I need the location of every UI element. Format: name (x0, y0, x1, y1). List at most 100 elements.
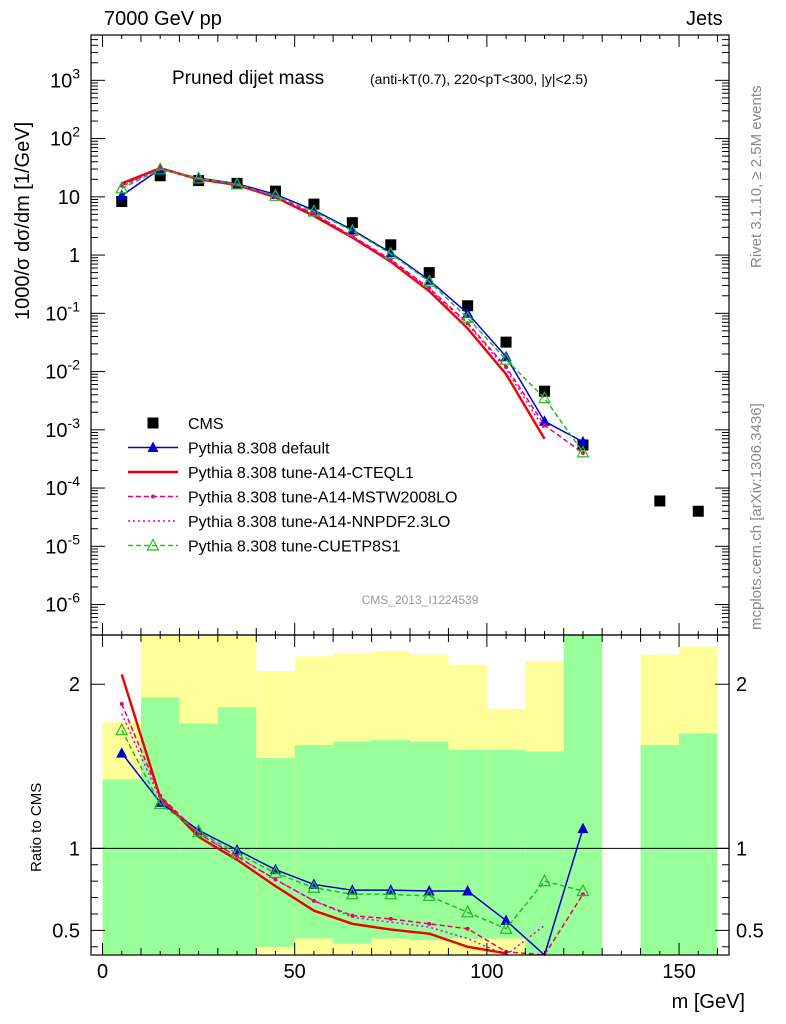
band-inner-bin (640, 744, 680, 955)
data-point-cuetp8s1 (192, 824, 206, 838)
chart-subtitle: (anti-kT(0.7), 220<pT<300, |y|<2.5) (370, 71, 588, 87)
data-point-default (116, 747, 128, 758)
legend-marker-data (147, 417, 159, 429)
data-point-default (577, 822, 589, 834)
data-point-cuetp8s1 (422, 888, 436, 902)
data-point-default (500, 914, 512, 926)
ratio-y-tick-label-right: 1 (736, 838, 747, 860)
data-point-data (654, 495, 666, 507)
series-line-default (121, 168, 584, 443)
band-inner-bin (448, 749, 487, 939)
data-point-cuetp8s1 (538, 390, 552, 404)
main-plot-series (115, 162, 704, 517)
data-point-cuetp8s1 (576, 883, 590, 897)
data-point-cuetp8s1 (307, 880, 321, 893)
data-point-cuetp8s1 (461, 905, 475, 918)
y-tick-label: 1 (69, 245, 80, 267)
y-tick-label: 10-5 (45, 531, 80, 558)
data-point-data (462, 300, 474, 312)
data-point-cuetp8s1 (345, 223, 359, 236)
x-axis-label: m [GeV] (672, 991, 745, 1013)
band-inner-bin (102, 779, 141, 955)
ratio-plot-series (115, 674, 590, 957)
data-point-cuetp8s1 (230, 845, 244, 859)
data-point-default (116, 189, 128, 201)
main-plot-frame (90, 34, 730, 636)
data-point-data (500, 336, 512, 348)
analysis-watermark: CMS_2013_I1224539 (362, 593, 479, 607)
x-tick-label: 100 (470, 961, 503, 983)
header-right: Jets (686, 8, 723, 30)
data-point-data (692, 505, 704, 517)
band-inner-bin (217, 707, 257, 955)
data-point-cuetp8s1 (461, 310, 475, 324)
legend: CMS Pythia 8.308 default Pythia 8.308 tune… (128, 416, 457, 556)
legend-marker-cuetp8s1 (146, 538, 160, 551)
band-inner-bin (140, 697, 180, 955)
data-point-data (385, 239, 397, 251)
axes (90, 34, 730, 956)
y-tick-label: 10-1 (45, 298, 80, 325)
legend-marker-default (147, 441, 159, 452)
band-inner-bin (410, 741, 449, 941)
y-tick-label: 10-4 (45, 473, 80, 500)
data-point-cuetp8s1 (384, 886, 398, 900)
data-point-data (116, 196, 128, 208)
band-inner-bin (525, 751, 564, 955)
data-point-default (462, 885, 474, 896)
x-tick-label: 0 (97, 961, 108, 983)
data-point-cuetp8s1 (115, 722, 129, 736)
header-left: 7000 GeV pp (104, 8, 222, 30)
data-point-cuetp8s1 (268, 865, 282, 879)
band-inner-bin (486, 749, 526, 939)
data-point-data (423, 267, 435, 279)
ratio-y-tick-label: 2 (69, 674, 80, 696)
data-point-a14_mstw (580, 450, 585, 455)
data-point-cuetp8s1 (153, 796, 167, 810)
data-point-a14_mstw (542, 423, 547, 428)
series-line-a14_cteql1 (121, 166, 546, 440)
series-line-a14_nnpdf (121, 167, 546, 431)
band-inner-bin (563, 635, 603, 955)
legend-entry-a14_mstw: Pythia 8.308 tune-A14-MSTW2008LO (188, 490, 457, 507)
y-tick-label: 102 (50, 124, 80, 151)
legend-entry-cuetp8s1: Pythia 8.308 tune-CUETP8S1 (188, 539, 401, 556)
data-point-a14_mstw (388, 916, 393, 921)
series-line-cuetp8s1 (121, 729, 584, 930)
data-point-a14_mstw (119, 701, 124, 706)
data-point-default (539, 415, 551, 426)
y-tick-label: 10-6 (45, 590, 80, 617)
y-tick-label: 10 (58, 187, 80, 209)
data-point-cuetp8s1 (230, 177, 244, 190)
ratio-y-tick-label: 1 (69, 838, 80, 860)
x-tick-label: 50 (284, 961, 306, 983)
legend-entry-a14_nnpdf: Pythia 8.308 tune-A14-NNPDF2.3LO (188, 514, 450, 531)
data-point-a14_mstw (350, 913, 355, 918)
ratio-y-tick-label-right: 2 (736, 674, 747, 696)
data-point-cuetp8s1 (307, 204, 321, 217)
y-tick-label: 10-3 (45, 415, 80, 442)
chart-title: Pruned dijet mass (172, 68, 324, 89)
y-tick-label: 103 (50, 65, 80, 92)
band-inner-bin (333, 741, 372, 944)
legend-entry-data: CMS (188, 416, 224, 433)
data-point-cuetp8s1 (576, 445, 590, 458)
uncertainty-bands (102, 635, 718, 955)
data-point-cuetp8s1 (422, 274, 436, 287)
y-tick-label: 10-2 (45, 357, 80, 384)
data-point-cuetp8s1 (268, 188, 282, 201)
band-inner-bin (371, 740, 410, 939)
ratio-y-tick-label: 0.5 (52, 920, 80, 942)
legend-entry-a14_cteql1: Pythia 8.308 tune-A14-CTEQL1 (188, 465, 414, 482)
data-point-a14_mstw (465, 926, 470, 931)
data-point-a14_mstw (427, 921, 432, 926)
data-point-cuetp8s1 (115, 181, 129, 194)
data-point-cuetp8s1 (345, 886, 359, 900)
x-tick-label: 150 (662, 961, 695, 983)
data-point-data (308, 198, 320, 210)
legend-entry-default: Pythia 8.308 default (188, 441, 330, 458)
data-point-default (385, 246, 397, 258)
data-point-cuetp8s1 (538, 873, 552, 887)
